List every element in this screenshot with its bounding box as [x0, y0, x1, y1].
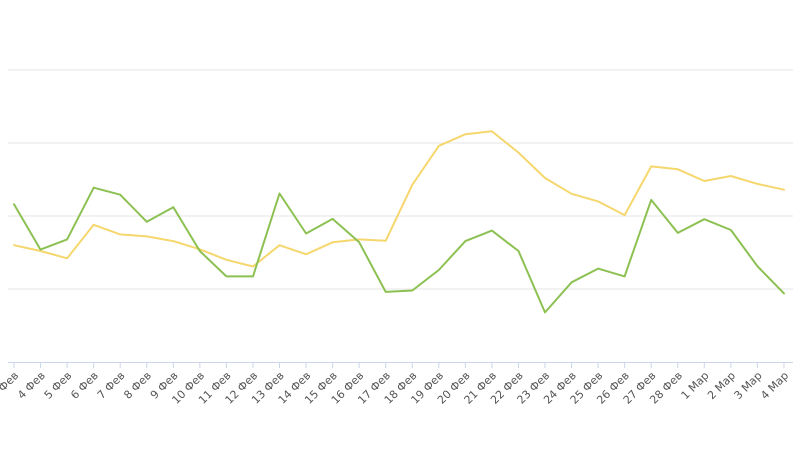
x-tick-label: 7 Фев: [95, 369, 128, 402]
x-tick-label: 4 Мар: [758, 369, 791, 402]
grid-lines: [8, 69, 793, 290]
x-tick-label: 1 Мар: [679, 369, 712, 402]
x-tick-label: 5 Фев: [42, 369, 75, 402]
x-tick-label: 3 Мар: [732, 369, 765, 402]
series-line-1: [13, 130, 785, 268]
x-tick-label: 8 Фев: [121, 369, 154, 402]
x-tick-label: 6 Фев: [68, 369, 101, 402]
x-tick-label: 4 Фев: [15, 369, 48, 402]
series-line-2: [13, 186, 785, 314]
series-lines: [13, 130, 785, 314]
x-tick-label: 2 Мар: [705, 369, 738, 402]
